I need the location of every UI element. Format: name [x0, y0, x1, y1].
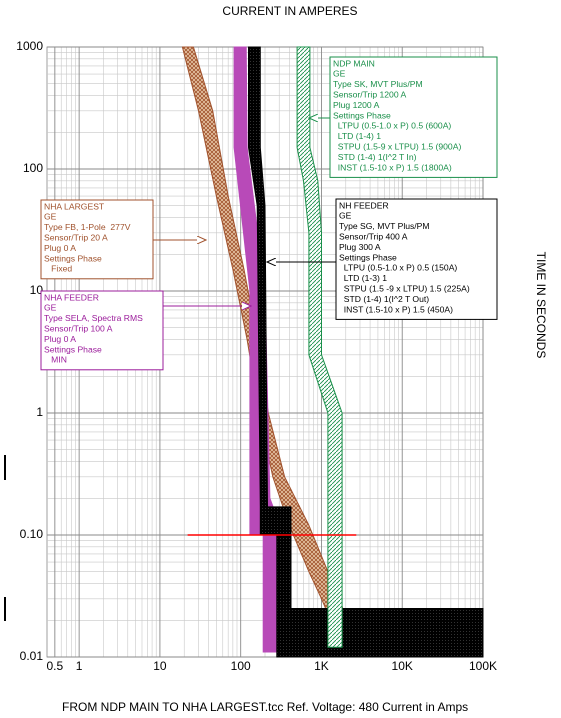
y-tick-label: 1000: [16, 39, 43, 53]
y-tick-label: 10: [30, 283, 44, 297]
y-tick-label: 0.10: [20, 527, 44, 541]
annotation-text: STD (1-4) 1(I^2 T Out): [339, 294, 429, 304]
annotation-text: INST (1.5-10 x P) 1.5 (1800A): [333, 162, 452, 172]
side-mark: [4, 597, 6, 621]
annotation-text: NHA LARGEST: [44, 201, 105, 211]
x-tick-label: 100: [231, 659, 251, 673]
annotation-text: Type SK, MVT Plus/PM: [333, 79, 423, 89]
y-axis-label: TIME IN SECONDS: [534, 252, 548, 359]
x-tick-label: 10K: [392, 659, 413, 673]
side-mark: [4, 455, 6, 480]
annotation-text: GE: [333, 69, 346, 79]
annotation-text: Settings Phase: [339, 252, 397, 262]
tcc-band: [296, 46, 343, 648]
x-tick-label: 1K: [314, 659, 329, 673]
annotation-text: GE: [44, 303, 57, 313]
x-tick-label: 1: [76, 659, 83, 673]
annotation-text: Plug 0 A: [44, 334, 76, 344]
y-tick-label: 100: [23, 161, 43, 175]
annotation-box: [40, 199, 154, 280]
annotation-text: GE: [339, 211, 352, 221]
annotation-text: Settings Phase: [44, 253, 102, 263]
annotation-text: STD (1-4) 1(I^2 T In): [333, 152, 417, 162]
marks: [181, 46, 484, 658]
annotation-text: GE: [44, 212, 57, 222]
annotation-text: Settings Phase: [333, 110, 391, 120]
y-tick-label: 0.01: [20, 649, 44, 663]
annotation-text: LTD (1-3) 1: [339, 273, 387, 283]
footer: FROM NDP MAIN TO NHA LARGEST.tcc Ref. Vo…: [62, 700, 468, 714]
x-tick-label: 0.5: [46, 659, 63, 673]
chart-title: CURRENT IN AMPERES: [222, 4, 357, 18]
annotation-text: Sensor/Trip 20 A: [44, 232, 108, 242]
annotation-text: Plug 0 A: [44, 243, 76, 253]
annotation-text: Sensor/Trip 1200 A: [333, 89, 407, 99]
annotation-text: Plug 1200 A: [333, 100, 380, 110]
annotation-text: NDP MAIN: [333, 58, 375, 68]
annotation-text: MIN: [44, 355, 67, 365]
annotation-text: LTPU (0.5-1.0 x P) 0.5 (150A): [339, 263, 457, 273]
annotation-text: NHA FEEDER: [44, 292, 99, 302]
annotation-box: [40, 290, 164, 371]
annotation-text: Plug 300 A: [339, 242, 381, 252]
annotation-text: STPU (1.5 -9 x LTPU) 1.5 (225A): [339, 283, 470, 293]
annotation-text: LTPU (0.5-1.0 x P) 0.5 (600A): [333, 121, 451, 131]
annotation-text: STPU (1.5-9 x LTPU) 1.5 (900A): [333, 141, 461, 151]
annotation-box: [335, 198, 498, 320]
annotation-text: Fixed: [44, 264, 72, 274]
x-tick-label: 10: [153, 659, 167, 673]
annotation-text: Settings Phase: [44, 344, 102, 354]
annotation-text: Type SG, MVT Plus/PM: [339, 221, 430, 231]
annotation-box: [329, 56, 498, 178]
annotation-text: Sensor/Trip 400 A: [339, 231, 408, 241]
y-tick-label: 1: [36, 405, 43, 419]
annotation-text: LTD (1-4) 1: [333, 131, 381, 141]
x-tick-label: 100K: [469, 659, 497, 673]
tcc-band: [248, 46, 484, 658]
annotation-text: NH FEEDER: [339, 200, 389, 210]
annotation-text: Type SELA, Spectra RMS: [44, 313, 143, 323]
annotation-text: Sensor/Trip 100 A: [44, 323, 113, 333]
annotation-text: Type FB, 1-Pole 277V: [44, 222, 131, 232]
annotation-text: INST (1.5-10 x P) 1.5 (450A): [339, 304, 453, 314]
